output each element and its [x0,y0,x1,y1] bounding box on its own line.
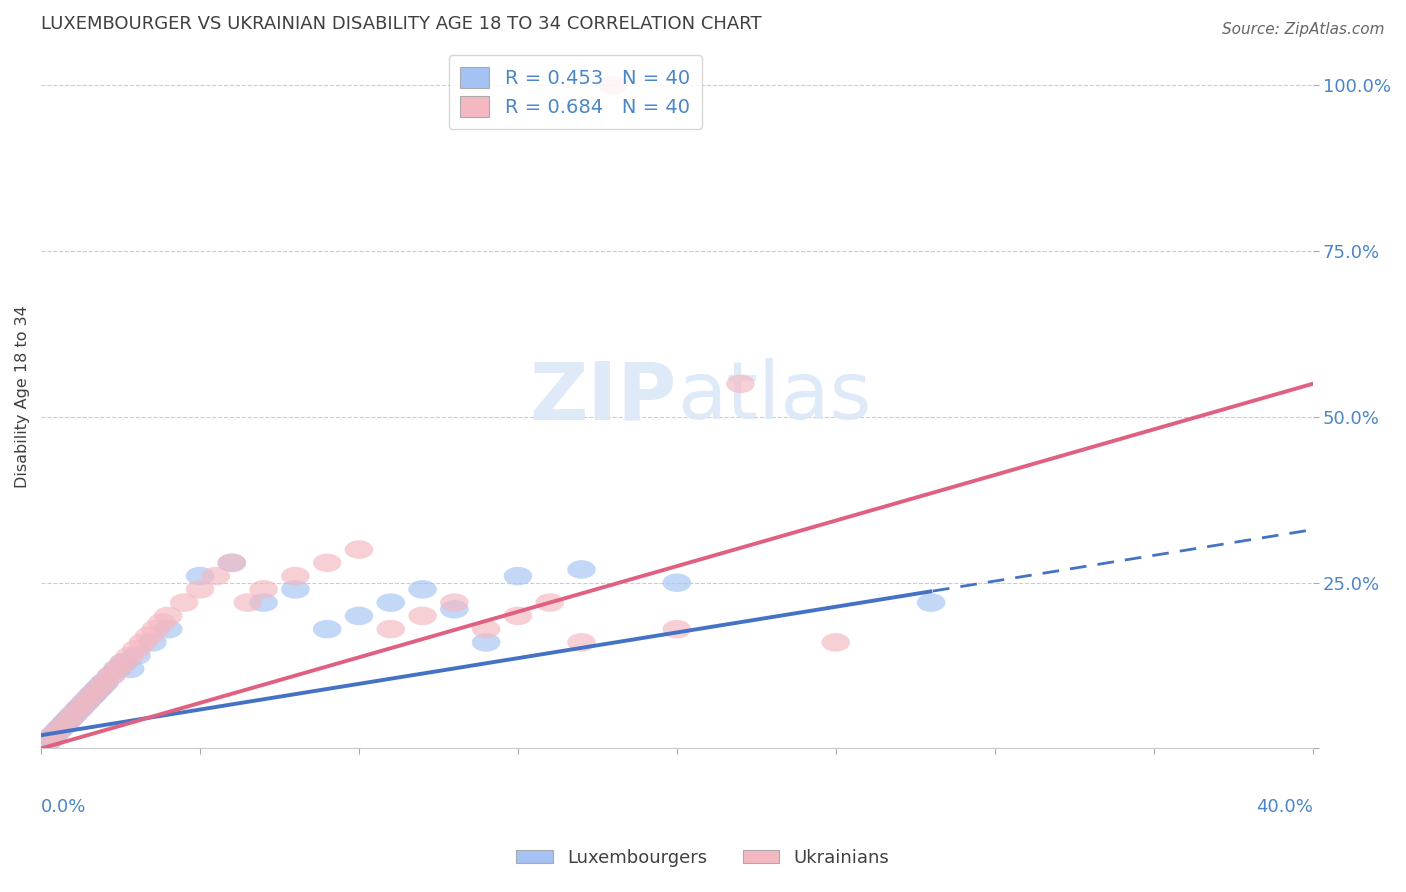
Ellipse shape [662,574,692,592]
Text: atlas: atlas [676,358,872,436]
Ellipse shape [72,693,100,711]
Ellipse shape [65,699,94,718]
Ellipse shape [115,660,145,678]
Ellipse shape [46,719,75,738]
Ellipse shape [377,620,405,639]
Ellipse shape [281,566,309,585]
Ellipse shape [135,626,163,645]
Ellipse shape [87,676,115,695]
Ellipse shape [201,566,231,585]
Ellipse shape [472,620,501,639]
Ellipse shape [80,683,110,701]
Ellipse shape [52,713,80,731]
Ellipse shape [37,730,65,747]
Ellipse shape [408,580,437,599]
Ellipse shape [170,593,198,612]
Ellipse shape [34,732,62,751]
Ellipse shape [90,673,120,691]
Ellipse shape [314,620,342,639]
Ellipse shape [440,600,468,618]
Ellipse shape [141,620,170,639]
Ellipse shape [281,580,309,599]
Ellipse shape [115,647,145,665]
Legend: Luxembourgers, Ukrainians: Luxembourgers, Ukrainians [509,842,897,874]
Ellipse shape [77,686,107,705]
Ellipse shape [249,593,278,612]
Ellipse shape [110,653,138,672]
Ellipse shape [67,696,97,714]
Ellipse shape [122,647,150,665]
Ellipse shape [110,653,138,672]
Ellipse shape [344,541,373,559]
Y-axis label: Disability Age 18 to 34: Disability Age 18 to 34 [15,306,30,489]
Ellipse shape [128,633,157,652]
Ellipse shape [377,593,405,612]
Ellipse shape [917,593,945,612]
Ellipse shape [97,666,125,685]
Ellipse shape [503,607,533,625]
Ellipse shape [186,580,214,599]
Ellipse shape [344,607,373,625]
Ellipse shape [62,703,90,722]
Ellipse shape [103,660,132,678]
Ellipse shape [218,554,246,572]
Text: LUXEMBOURGER VS UKRAINIAN DISABILITY AGE 18 TO 34 CORRELATION CHART: LUXEMBOURGER VS UKRAINIAN DISABILITY AGE… [41,15,762,33]
Ellipse shape [148,613,176,632]
Ellipse shape [233,593,262,612]
Ellipse shape [567,560,596,579]
Ellipse shape [567,633,596,652]
Ellipse shape [599,76,627,95]
Ellipse shape [536,593,564,612]
Ellipse shape [249,580,278,599]
Ellipse shape [122,640,150,658]
Ellipse shape [46,719,75,738]
Text: 40.0%: 40.0% [1256,797,1313,815]
Ellipse shape [218,554,246,572]
Text: ZIP: ZIP [530,358,676,436]
Ellipse shape [59,706,87,724]
Ellipse shape [55,709,84,728]
Ellipse shape [39,726,67,745]
Ellipse shape [472,633,501,652]
Ellipse shape [39,726,67,745]
Legend: R = 0.453   N = 40, R = 0.684   N = 40: R = 0.453 N = 40, R = 0.684 N = 40 [449,55,702,128]
Ellipse shape [408,607,437,625]
Ellipse shape [186,566,214,585]
Ellipse shape [49,716,77,734]
Text: Source: ZipAtlas.com: Source: ZipAtlas.com [1222,22,1385,37]
Ellipse shape [821,633,851,652]
Ellipse shape [97,666,125,685]
Text: 0.0%: 0.0% [41,797,87,815]
Ellipse shape [314,554,342,572]
Ellipse shape [153,607,183,625]
Ellipse shape [65,699,94,718]
Ellipse shape [34,732,62,751]
Ellipse shape [42,723,72,741]
Ellipse shape [503,566,533,585]
Ellipse shape [90,673,120,691]
Ellipse shape [138,633,167,652]
Ellipse shape [72,693,100,711]
Ellipse shape [103,660,132,678]
Ellipse shape [52,713,80,731]
Ellipse shape [59,706,87,724]
Ellipse shape [725,375,755,393]
Ellipse shape [75,690,103,708]
Ellipse shape [84,680,112,698]
Ellipse shape [84,680,112,698]
Ellipse shape [662,620,692,639]
Ellipse shape [77,686,107,705]
Ellipse shape [440,593,468,612]
Ellipse shape [153,620,183,639]
